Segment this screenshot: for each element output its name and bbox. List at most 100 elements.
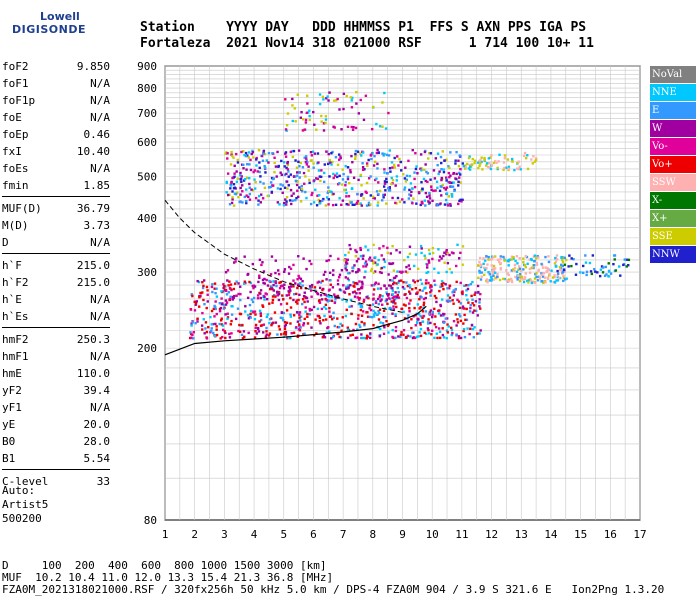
echo-point: [490, 255, 494, 258]
echo-point: [327, 198, 331, 201]
echo-point: [440, 282, 443, 286]
echo-point: [267, 334, 271, 337]
echo-point: [288, 265, 291, 269]
echo-point: [249, 290, 252, 294]
echo-point: [271, 152, 274, 155]
echo-point: [328, 158, 332, 162]
echo-point: [446, 204, 450, 207]
echo-point: [271, 322, 274, 325]
echo-point: [376, 201, 380, 204]
echo-point: [599, 268, 603, 271]
echo-point: [528, 271, 532, 274]
echo-point: [291, 119, 294, 123]
echo-point: [330, 295, 334, 299]
echo-point: [226, 157, 229, 160]
echo-point: [225, 191, 228, 194]
echo-point: [286, 168, 290, 171]
echo-point: [456, 243, 459, 246]
echo-point: [447, 325, 450, 328]
echo-point: [425, 195, 429, 199]
echo-point: [457, 300, 461, 303]
echo-point: [443, 159, 446, 162]
echo-point: [334, 297, 337, 301]
echo-point: [482, 266, 486, 269]
echo-point: [406, 255, 410, 259]
echo-point: [478, 164, 481, 167]
echo-point: [308, 309, 312, 312]
echo-point: [323, 305, 326, 309]
echo-point: [389, 286, 393, 290]
echo-point: [223, 284, 226, 288]
echo-point: [370, 284, 374, 287]
y-tick-label: 500: [137, 170, 157, 183]
echo-point: [439, 202, 442, 205]
echo-point: [457, 180, 460, 183]
echo-point: [214, 300, 217, 303]
echo-point: [413, 177, 416, 181]
echo-point: [402, 281, 405, 284]
echo-point: [452, 319, 456, 323]
echo-point: [347, 286, 350, 289]
echo-point: [350, 312, 353, 316]
echo-point: [416, 267, 420, 270]
echo-point: [440, 257, 443, 260]
echo-point: [344, 165, 347, 168]
echo-point: [523, 264, 527, 267]
echo-point: [213, 315, 216, 318]
echo-point: [337, 153, 341, 156]
param-separator: [2, 469, 110, 470]
echo-point: [445, 248, 448, 252]
echo-point: [495, 161, 498, 165]
echo-point: [402, 333, 405, 336]
echo-point: [258, 170, 261, 174]
param-label: fxI: [2, 145, 22, 158]
echo-point: [339, 322, 342, 326]
echo-point: [389, 252, 393, 255]
echo-point: [297, 323, 301, 326]
echo-point: [229, 187, 232, 190]
echo-point: [488, 273, 492, 276]
echo-point: [385, 291, 388, 294]
echo-point: [314, 318, 317, 321]
echo-point: [447, 299, 450, 302]
auto-artist: Artist5: [2, 498, 49, 511]
echo-point: [478, 301, 481, 304]
echo-point: [387, 297, 391, 300]
echo-point: [199, 291, 202, 295]
echo-point: [513, 168, 516, 172]
echo-point: [336, 295, 339, 298]
echo-point: [318, 202, 322, 205]
echo-point: [223, 330, 226, 333]
echo-point: [454, 313, 458, 316]
echo-point: [205, 330, 209, 334]
echo-point: [585, 273, 588, 277]
echo-point: [210, 285, 214, 289]
echo-point: [336, 317, 339, 320]
echo-point: [202, 279, 206, 282]
echo-point: [369, 308, 373, 312]
echo-point: [459, 251, 462, 255]
echo-point: [331, 317, 334, 321]
echo-point: [438, 259, 441, 262]
param-value: 0.46: [83, 128, 111, 141]
echo-point: [364, 94, 368, 98]
echo-point: [519, 168, 522, 171]
echo-point: [298, 324, 301, 328]
echo-point: [437, 248, 440, 251]
echo-point: [473, 159, 477, 162]
echo-point: [382, 332, 386, 336]
echo-point: [409, 299, 412, 302]
echo-point: [312, 179, 316, 182]
echo-point: [304, 160, 308, 164]
echo-point: [278, 203, 281, 206]
echo-point: [607, 274, 610, 278]
echo-point: [246, 273, 249, 276]
echo-point: [312, 305, 316, 309]
echo-point: [480, 160, 483, 164]
echo-point: [562, 268, 566, 272]
param-row: yF2 39.4: [2, 382, 110, 399]
echo-point: [281, 191, 284, 194]
echo-point: [402, 329, 406, 332]
echo-point: [487, 258, 490, 261]
echo-point: [320, 307, 324, 311]
